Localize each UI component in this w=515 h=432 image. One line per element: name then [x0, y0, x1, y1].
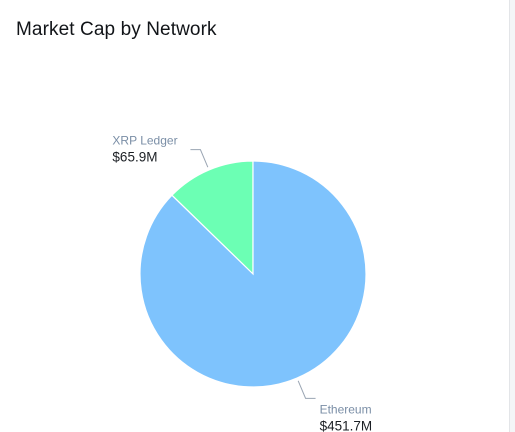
scrollbar-track[interactable] [510, 0, 515, 432]
slice-value-xrp-ledger: $65.9M [112, 150, 157, 165]
leader-line-xrp-ledger [190, 149, 209, 168]
pie-slice-xrp-ledger[interactable] [171, 160, 254, 276]
slice-label-xrp-ledger: XRP Ledger [112, 134, 177, 148]
chart-title: Market Cap by Network [16, 19, 217, 40]
leader-line-ethereum [297, 380, 316, 399]
pie-slice-ethereum[interactable] [139, 160, 367, 388]
slice-label-ethereum: Ethereum [320, 402, 372, 416]
slice-value-ethereum: $451.7M [320, 418, 373, 432]
